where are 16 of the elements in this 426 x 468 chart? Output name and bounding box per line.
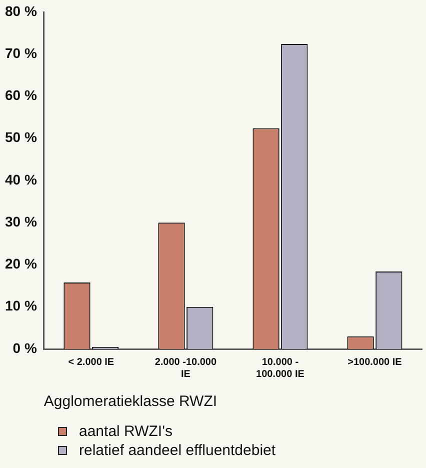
y-tick-label: 0 % bbox=[12, 340, 38, 356]
y-tick-label: 50 % bbox=[4, 129, 38, 146]
y-tick-label: 80 % bbox=[4, 2, 38, 19]
y-tick-label: 20 % bbox=[4, 256, 38, 272]
y-tick-label: 10 % bbox=[4, 298, 38, 314]
legend-label: aantal RWZI's bbox=[79, 423, 172, 440]
y-tick-label: 30 % bbox=[4, 213, 38, 230]
x-tick-label: < 2.000 IE bbox=[68, 356, 114, 368]
legend-label: relatief aandeel effluentdebiet bbox=[79, 442, 276, 459]
x-tick-label: 2.000 -10.000 IE bbox=[154, 356, 217, 380]
x-tick-label: 10.000 - 100.000 IE bbox=[256, 356, 305, 380]
x-axis-title: Agglomeratieklasse RWZI bbox=[44, 393, 218, 410]
y-tick-label: 70 % bbox=[4, 44, 38, 61]
y-tick-label: 60 % bbox=[4, 87, 38, 104]
y-tick-label: 40 % bbox=[4, 171, 38, 188]
x-tick-label: >100.000 IE bbox=[348, 356, 402, 368]
